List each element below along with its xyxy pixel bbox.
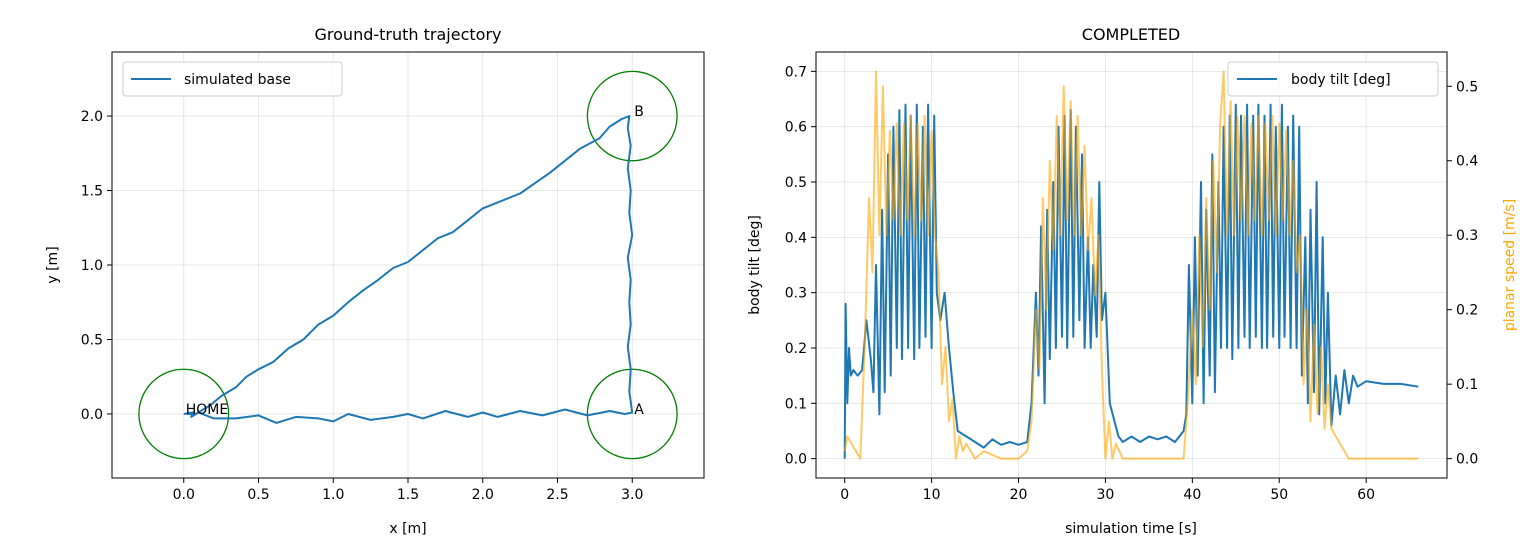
y-tick-label: 1.0 (81, 258, 103, 274)
x-axis-label: x [m] (389, 521, 426, 537)
target-labels: HOME A B (186, 104, 644, 418)
x-tick-label: 40 (1183, 487, 1201, 503)
series-line (183, 115, 634, 424)
x-tick-label: 3.0 (621, 487, 643, 503)
tilt-speed-chart: 0 10 20 30 40 50 60 0.0 0.1 0.2 0.3 0.4 0.5 0.6 0.7 0… (747, 25, 1518, 537)
y-axis-label: body tilt [deg] (747, 215, 763, 315)
y-ticks-left: 0.0 0.1 0.2 0.3 0.4 0.5 0.6 0.7 (785, 64, 816, 468)
x-tick-label: 10 (923, 487, 941, 503)
x-tick-label: 1.0 (322, 487, 344, 503)
grid (112, 52, 704, 478)
y-tick-label: 2.0 (81, 109, 103, 125)
y-axis-label: y [m] (45, 246, 61, 283)
y-tick-label-right: 0.5 (1456, 79, 1478, 95)
legend-box (1227, 61, 1439, 97)
legend: body tilt [deg] (1227, 61, 1439, 97)
y-tick-label-right: 0.4 (1456, 154, 1478, 170)
y-axis-label-right: planar speed [m/s] (1502, 199, 1518, 331)
target-circle (586, 70, 678, 162)
target-label: A (634, 402, 644, 418)
y-tick-label: 0.5 (81, 332, 103, 348)
chart-title: COMPLETED (1082, 25, 1180, 44)
x-ticks: 0.0 0.5 1.0 1.5 2.0 2.5 3.0 (173, 478, 643, 503)
x-tick-label: 0 (840, 487, 849, 503)
x-ticks: 0 10 20 30 40 50 60 (840, 478, 1375, 503)
x-tick-label: 0.5 (247, 487, 269, 503)
target-label: HOME (186, 402, 228, 418)
target-circles (138, 70, 678, 460)
series (843, 70, 1419, 460)
legend-label: body tilt [deg] (1291, 72, 1391, 88)
x-axis-label: simulation time [s] (1065, 521, 1197, 537)
speed-line (843, 70, 1419, 460)
plot-frame (815, 51, 1448, 479)
x-tick-label: 50 (1270, 487, 1288, 503)
legend: simulated base (122, 61, 343, 97)
x-tick-label: 0.0 (173, 487, 195, 503)
x-tick-label: 30 (1097, 487, 1115, 503)
y-tick-label: 0.3 (785, 286, 807, 302)
y-ticks-right: 0.0 0.1 0.2 0.3 0.4 0.5 (1447, 79, 1478, 468)
chart-title: Ground-truth trajectory (315, 25, 502, 44)
y-tick-label-right: 0.1 (1456, 377, 1478, 393)
y-tick-label: 0.7 (785, 64, 807, 80)
x-tick-label: 60 (1357, 487, 1375, 503)
target-label: B (634, 104, 644, 120)
y-tick-label: 0.0 (81, 407, 103, 423)
y-tick-label: 0.6 (785, 120, 807, 136)
y-tick-label: 0.2 (785, 341, 807, 357)
y-tick-label-right: 0.3 (1456, 228, 1478, 244)
target-circle (586, 368, 678, 460)
y-tick-label: 0.5 (785, 175, 807, 191)
y-ticks: 0.0 0.5 1.0 1.5 2.0 (81, 109, 112, 423)
y-tick-label: 0.4 (785, 230, 807, 246)
series (183, 115, 634, 424)
target-circle (138, 368, 230, 460)
tilt-line (843, 103, 1419, 459)
legend-label: simulated base (184, 72, 291, 88)
trajectory-chart: HOME A B 0.0 0.5 1.0 1.5 2.0 2.5 3.0 0.0 0.5 1.0 1.… (45, 25, 705, 537)
x-tick-label: 20 (1010, 487, 1028, 503)
legend-box (122, 61, 343, 97)
y-tick-label: 0.0 (785, 452, 807, 468)
y-tick-label: 0.1 (785, 396, 807, 412)
y-tick-label-right: 0.0 (1456, 452, 1478, 468)
y-tick-label: 1.5 (81, 184, 103, 200)
x-tick-label: 1.5 (397, 487, 419, 503)
x-tick-label: 2.0 (472, 487, 494, 503)
x-tick-label: 2.5 (546, 487, 568, 503)
y-tick-label-right: 0.2 (1456, 303, 1478, 319)
plot-background (112, 52, 704, 478)
